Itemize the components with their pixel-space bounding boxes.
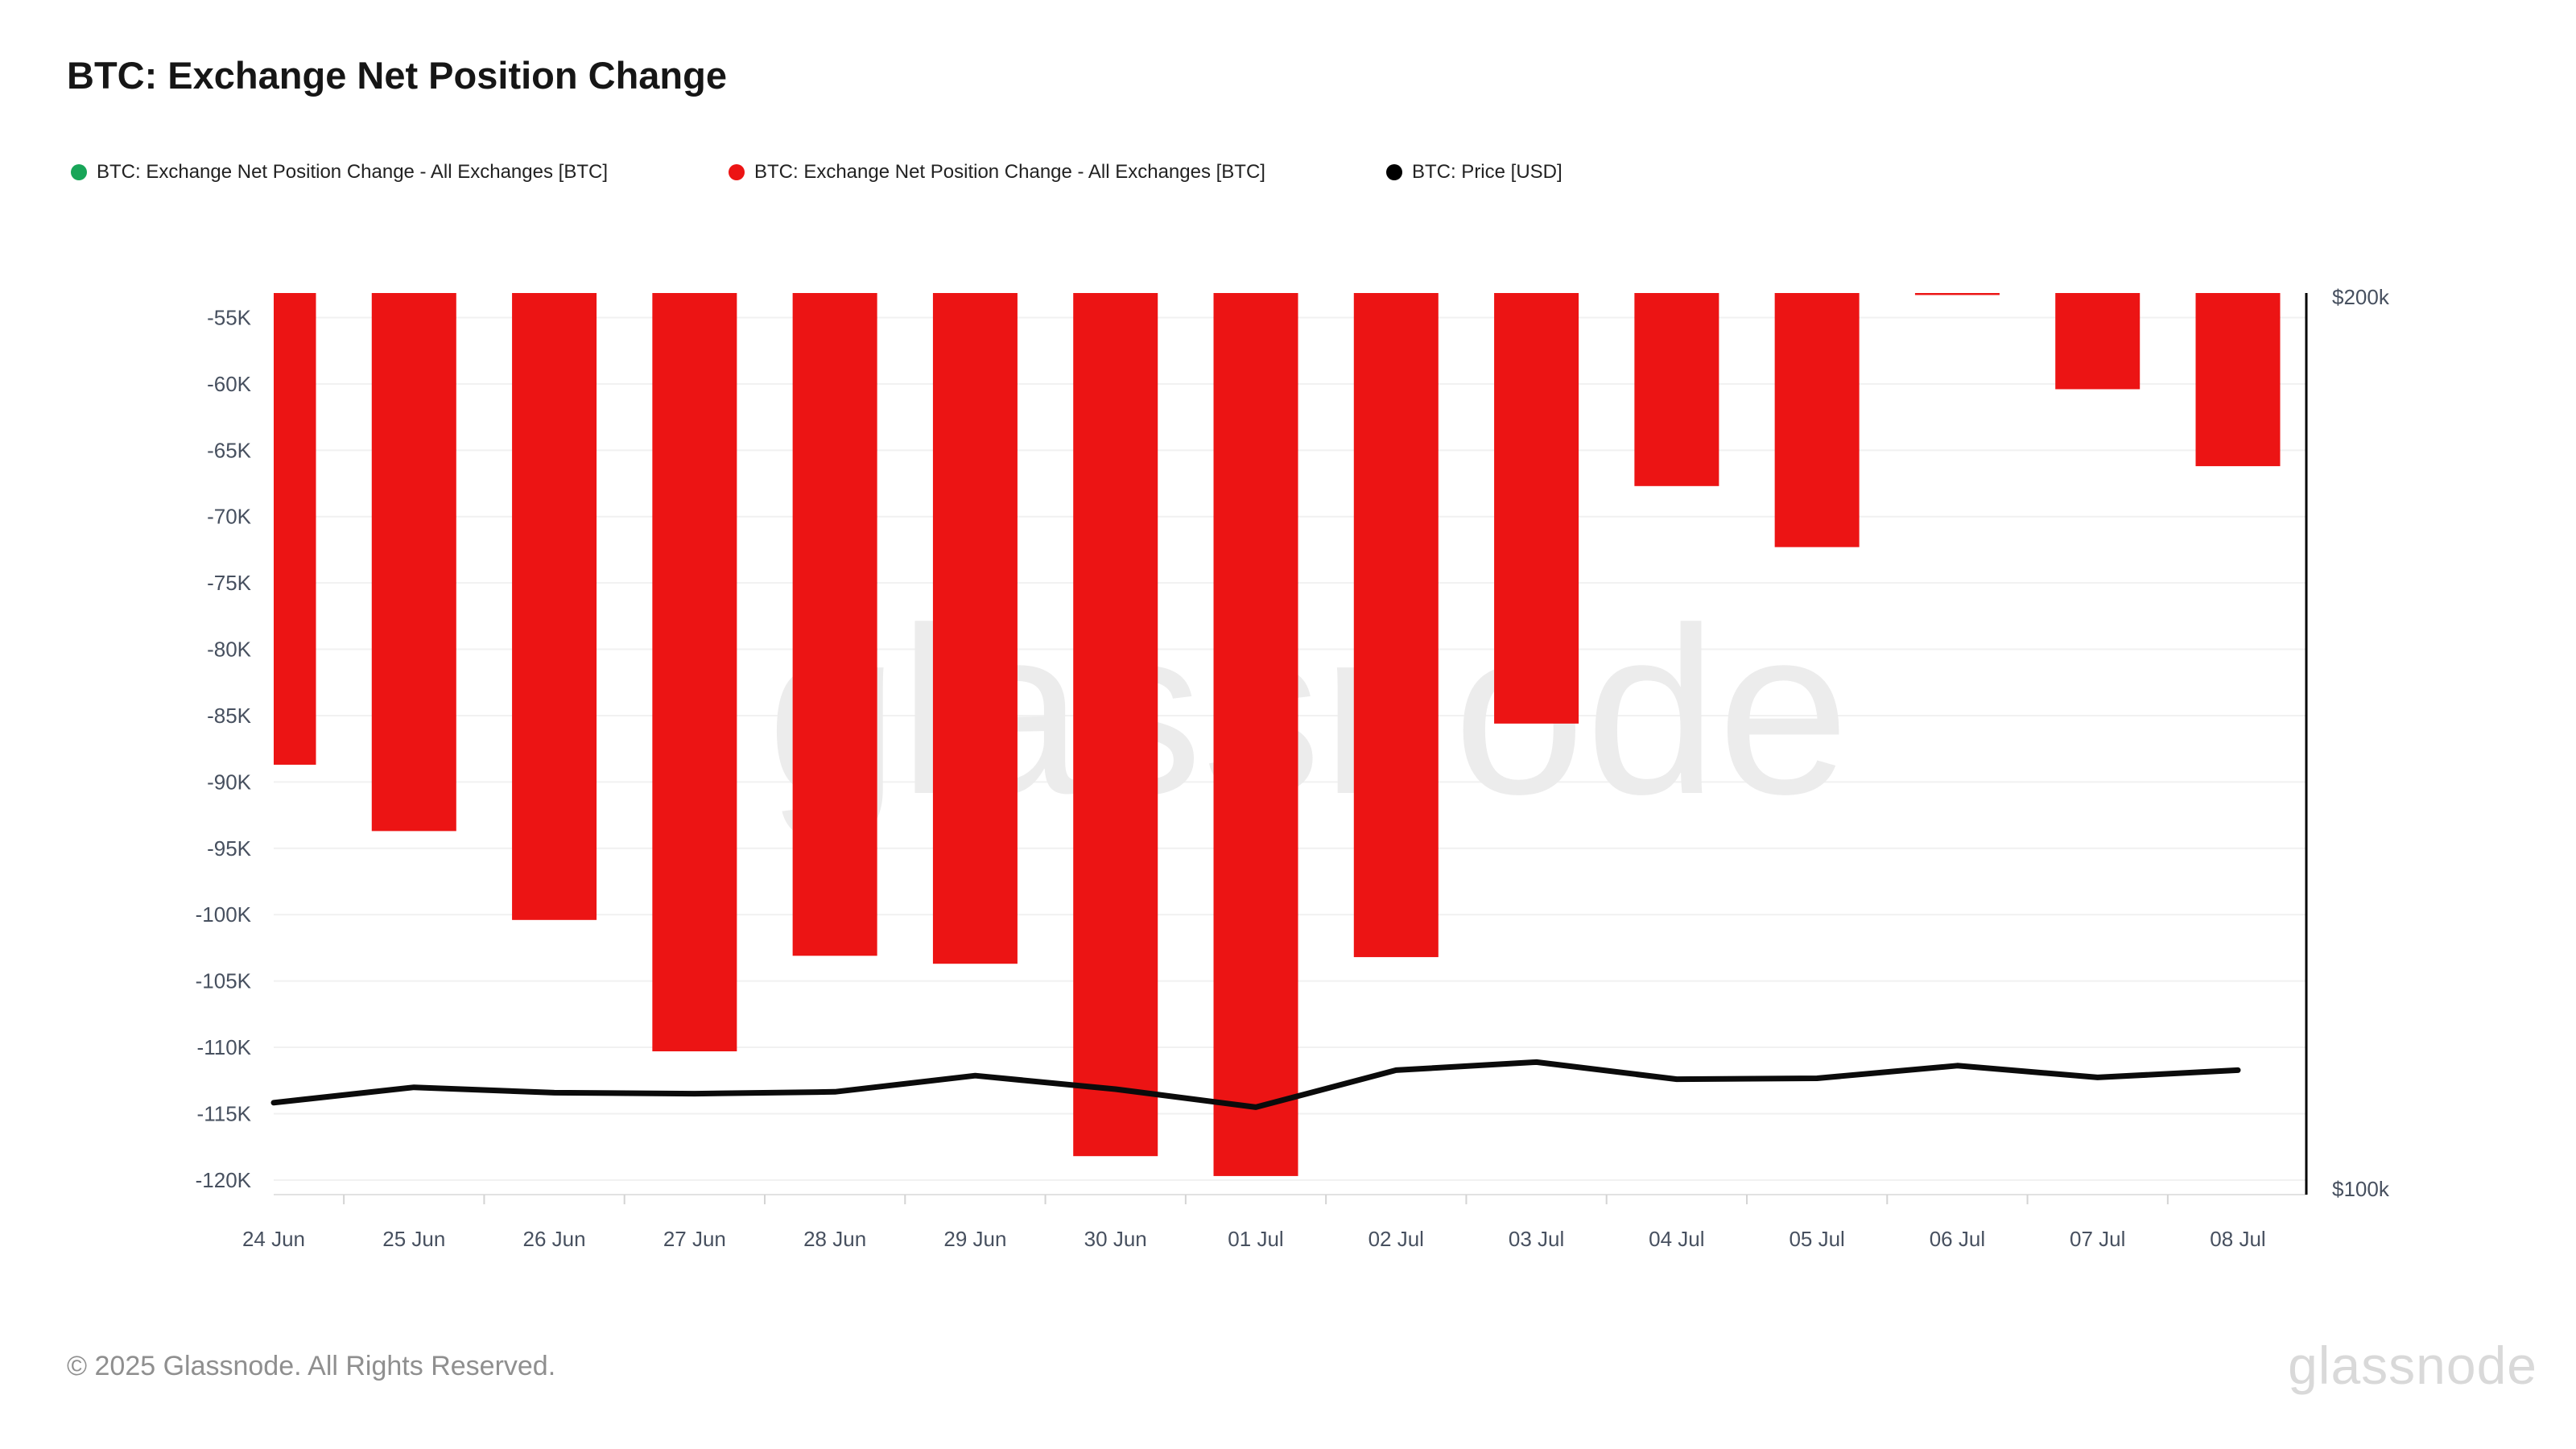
x-axis-label: 04 Jul: [1649, 1227, 1704, 1251]
bar-04-jul[interactable]: [1634, 293, 1719, 486]
bar-08-jul[interactable]: [2195, 293, 2281, 467]
legend-label: BTC: Exchange Net Position Change - All …: [97, 161, 608, 183]
bar-29-jun[interactable]: [932, 293, 1018, 964]
black-dot-icon: [1385, 164, 1402, 180]
x-axis-label: 26 Jun: [523, 1227, 586, 1251]
left-axis-label: -80K: [207, 638, 252, 662]
x-axis-label: 08 Jul: [2210, 1227, 2265, 1251]
green-dot-icon: [71, 164, 87, 180]
x-axis-label: 30 Jun: [1084, 1227, 1147, 1251]
bar-24-jun[interactable]: [274, 293, 316, 765]
left-axis-label: -90K: [207, 770, 252, 794]
x-axis-label: 02 Jul: [1368, 1227, 1424, 1251]
x-axis-label: 06 Jul: [1930, 1227, 1985, 1251]
price-line[interactable]: [270, 1059, 2241, 1110]
bar-06-jul[interactable]: [1914, 293, 2000, 295]
left-axis-label: -65K: [207, 438, 252, 462]
x-axis-label: 24 Jun: [242, 1227, 305, 1251]
x-axis-label: 01 Jul: [1228, 1227, 1283, 1251]
left-axis-label: -70K: [207, 505, 252, 529]
bar-02-jul[interactable]: [1353, 293, 1439, 957]
bar-25-jun[interactable]: [371, 293, 456, 832]
left-axis-label: -60K: [207, 372, 252, 396]
watermark-text: glassnode: [767, 578, 1850, 845]
legend-item-net-position-green[interactable]: BTC: Exchange Net Position Change - All …: [71, 161, 608, 184]
bar-05-jul[interactable]: [1774, 293, 1860, 547]
x-axis-label: 07 Jul: [2070, 1227, 2125, 1251]
bar-07-jul[interactable]: [2055, 293, 2140, 390]
left-axis-label: -55K: [207, 305, 252, 329]
bar-30-jun[interactable]: [1073, 293, 1158, 1157]
left-axis-label: -100K: [196, 902, 252, 927]
x-axis-label: 28 Jun: [803, 1227, 866, 1251]
left-axis-label: -105K: [196, 969, 252, 993]
right-axis-label: $200k: [2332, 285, 2390, 309]
bar-27-jun[interactable]: [652, 293, 737, 1051]
left-axis-label: -115K: [197, 1101, 252, 1125]
left-axis-label: -75K: [207, 571, 252, 595]
x-axis-label: 27 Jun: [663, 1227, 726, 1251]
x-axis-label: 25 Jun: [382, 1227, 445, 1251]
bar-03-jul[interactable]: [1494, 293, 1579, 724]
x-axis-label: 29 Jun: [943, 1227, 1006, 1251]
left-axis-label: -95K: [207, 836, 252, 861]
legend-label: BTC: Price [USD]: [1411, 161, 1563, 183]
left-axis-label: -120K: [196, 1168, 252, 1192]
x-axis-label: 05 Jul: [1789, 1227, 1844, 1251]
legend-item-price[interactable]: BTC: Price [USD]: [1385, 161, 1563, 184]
x-axis-label: 03 Jul: [1509, 1227, 1564, 1251]
red-dot-icon: [728, 164, 745, 180]
legend-label: BTC: Exchange Net Position Change - All …: [753, 161, 1265, 183]
bar-26-jun[interactable]: [512, 293, 597, 920]
legend: BTC: Exchange Net Position Change - All …: [71, 161, 1563, 184]
right-axis-label: $100k: [2332, 1177, 2390, 1201]
legend-item-net-position-red[interactable]: BTC: Exchange Net Position Change - All …: [728, 161, 1265, 184]
bar-01-jul[interactable]: [1213, 293, 1298, 1176]
bar-28-jun[interactable]: [792, 293, 877, 956]
left-axis-label: -110K: [197, 1035, 252, 1059]
left-axis-label: -85K: [207, 704, 252, 728]
